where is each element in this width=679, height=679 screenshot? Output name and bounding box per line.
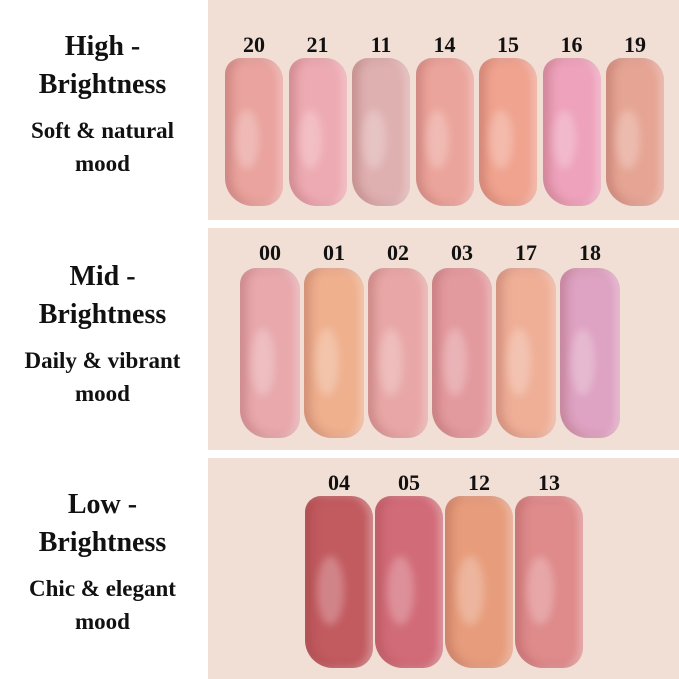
swatch-panel: 20 21 11 14 15 16 19 bbox=[208, 0, 679, 220]
shade-number: 11 bbox=[370, 32, 392, 57]
shade-number: 02 bbox=[387, 240, 409, 265]
section: High - Brightness Soft & natural mood 20 21… bbox=[0, 0, 679, 220]
swatch bbox=[479, 58, 537, 206]
swatch-panel: 00 01 02 03 17 18 bbox=[208, 228, 679, 450]
shade-number: 15 bbox=[497, 32, 519, 57]
swatch bbox=[225, 58, 283, 206]
section-title: Low - Brightness bbox=[38, 489, 167, 558]
swatch bbox=[352, 58, 410, 206]
shade-number: 17 bbox=[515, 240, 537, 265]
shade-number: 20 bbox=[243, 32, 265, 57]
shade-number: 12 bbox=[468, 470, 490, 495]
shade-number: 00 bbox=[259, 240, 281, 265]
section-label: High - Brightness Soft & natural mood bbox=[0, 28, 205, 180]
section-subtitle: Soft & natural mood bbox=[30, 118, 175, 176]
section: Mid - Brightness Daily & vibrant mood 00 01… bbox=[0, 228, 679, 450]
shade-number: 13 bbox=[538, 470, 560, 495]
shade-number: 04 bbox=[328, 470, 350, 495]
swatch bbox=[240, 268, 300, 438]
shade-number: 19 bbox=[624, 32, 646, 57]
swatch bbox=[606, 58, 664, 206]
swatch bbox=[542, 58, 601, 206]
swatch bbox=[415, 58, 474, 206]
section-title: Mid - Brightness bbox=[38, 261, 167, 330]
shade-number: 14 bbox=[433, 32, 456, 57]
section-title: High - Brightness bbox=[38, 31, 167, 100]
shade-number: 03 bbox=[451, 240, 473, 265]
swatch bbox=[560, 268, 620, 438]
section-subtitle: Chic & elegant mood bbox=[29, 576, 176, 634]
swatch bbox=[445, 496, 513, 668]
swatch-panel: 04 05 12 13 bbox=[208, 458, 679, 679]
shade-number: 21 bbox=[306, 32, 329, 57]
swatch bbox=[288, 58, 347, 206]
shade-number: 05 bbox=[398, 470, 420, 495]
section-label: Mid - Brightness Daily & vibrant mood bbox=[0, 258, 205, 410]
section-subtitle: Daily & vibrant mood bbox=[24, 348, 181, 406]
shade-number: 01 bbox=[323, 240, 345, 265]
swatch bbox=[432, 268, 492, 438]
shade-number: 16 bbox=[560, 32, 583, 57]
swatch bbox=[496, 268, 556, 438]
swatch bbox=[368, 268, 428, 438]
swatch bbox=[304, 268, 364, 438]
swatch bbox=[375, 496, 443, 668]
section: Low - Brightness Chic & elegant mood 04 05 1… bbox=[0, 458, 679, 679]
swatch bbox=[515, 496, 583, 668]
section-label: Low - Brightness Chic & elegant mood bbox=[0, 486, 205, 638]
swatch bbox=[305, 496, 373, 668]
shade-number: 18 bbox=[579, 240, 601, 265]
